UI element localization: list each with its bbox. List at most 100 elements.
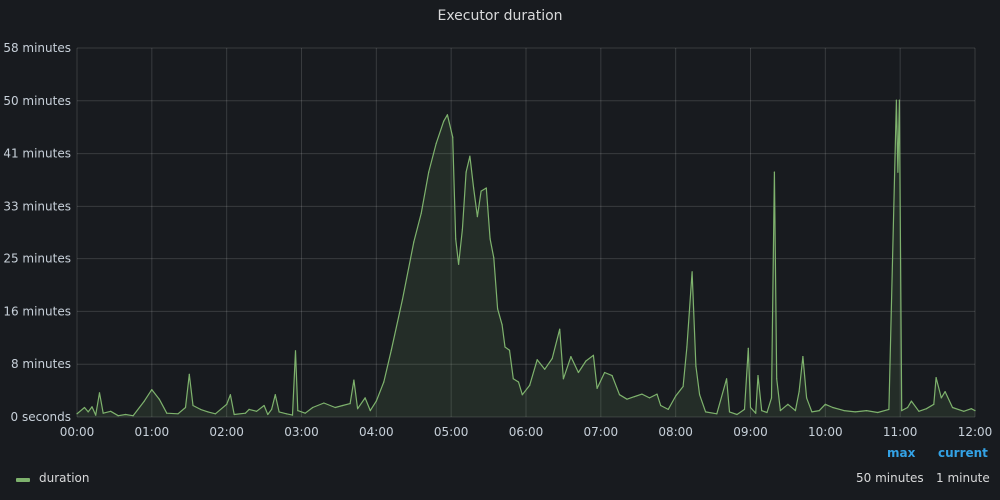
data-point xyxy=(656,393,658,395)
y-tick-label: 33 minutes xyxy=(3,199,71,213)
legend-current-value: 1 minute xyxy=(936,471,990,485)
data-point xyxy=(667,408,669,410)
data-point xyxy=(895,99,898,101)
data-point xyxy=(342,404,344,407)
legend-series-name[interactable]: duration xyxy=(39,471,90,485)
data-point xyxy=(143,400,145,402)
data-point xyxy=(420,212,422,214)
data-point xyxy=(132,415,134,417)
data-point xyxy=(794,410,797,412)
data-point xyxy=(570,356,572,358)
data-point xyxy=(428,171,430,173)
data-point xyxy=(177,413,179,415)
y-axis: 0 seconds 8 minutes 16 minutes 25 minutes 33… xyxy=(3,41,71,424)
data-point xyxy=(888,408,890,410)
legend-header-max[interactable]: max xyxy=(887,446,916,460)
data-point xyxy=(226,403,228,405)
x-tick-label: 07:00 xyxy=(584,425,619,439)
data-point xyxy=(773,171,776,173)
data-point xyxy=(256,410,258,412)
x-tick-label: 11:00 xyxy=(883,425,918,439)
data-point xyxy=(263,404,265,407)
data-point xyxy=(413,241,415,243)
data-point xyxy=(728,411,731,413)
data-point xyxy=(843,410,845,412)
data-point xyxy=(493,257,495,259)
data-point xyxy=(633,396,636,398)
data-point xyxy=(375,400,377,402)
data-point xyxy=(517,381,520,383)
data-point xyxy=(458,263,460,265)
data-point xyxy=(291,414,294,416)
legend-swatch[interactable] xyxy=(16,478,30,482)
data-point xyxy=(898,99,901,101)
data-point xyxy=(480,190,482,192)
data-point xyxy=(705,411,707,413)
data-point xyxy=(695,365,697,367)
data-point xyxy=(349,403,351,405)
data-point xyxy=(648,397,651,399)
data-point xyxy=(618,394,621,396)
data-point xyxy=(504,346,506,348)
y-tick-label: 25 minutes xyxy=(3,252,71,266)
data-point xyxy=(369,410,371,412)
data-point xyxy=(910,400,913,402)
data-point xyxy=(963,410,965,412)
data-point xyxy=(443,120,445,122)
y-tick-label: 50 minutes xyxy=(3,94,71,108)
data-point xyxy=(83,406,86,409)
legend-header-current[interactable]: current xyxy=(938,446,988,460)
data-point xyxy=(297,410,299,412)
data-point xyxy=(901,410,903,412)
x-tick-label: 09:00 xyxy=(733,425,768,439)
data-point xyxy=(125,413,127,416)
data-point xyxy=(682,385,684,388)
chart-area[interactable]: 0 seconds 8 minutes 16 minutes 25 minutes 33… xyxy=(0,0,1000,470)
data-point xyxy=(551,357,553,360)
data-point xyxy=(390,349,392,351)
data-point xyxy=(806,397,808,399)
data-point xyxy=(776,378,778,380)
data-point xyxy=(452,136,454,138)
data-point xyxy=(465,171,467,173)
data-point xyxy=(559,328,561,330)
data-point xyxy=(933,403,935,405)
data-point xyxy=(699,394,701,396)
data-point xyxy=(925,408,928,410)
data-point xyxy=(626,398,628,400)
data-point xyxy=(716,413,718,415)
data-point xyxy=(455,238,457,240)
data-point xyxy=(248,408,250,410)
data-point xyxy=(166,412,168,414)
data-point xyxy=(757,375,759,377)
data-point xyxy=(747,347,749,349)
y-tick-label: 16 minutes xyxy=(3,304,71,318)
x-tick-label: 01:00 xyxy=(135,425,170,439)
legend-max-value: 50 minutes xyxy=(856,471,924,485)
data-point xyxy=(357,408,359,410)
data-point xyxy=(641,393,643,395)
y-tick-label: 0 seconds xyxy=(11,410,72,424)
data-point xyxy=(184,406,187,409)
data-point xyxy=(473,187,475,189)
x-tick-label: 03:00 xyxy=(284,425,319,439)
data-point xyxy=(865,410,868,412)
x-tick-label: 00:00 xyxy=(60,425,95,439)
data-point xyxy=(102,412,104,414)
data-point xyxy=(824,403,826,405)
y-tick-label: 8 minutes xyxy=(11,357,71,371)
data-point xyxy=(435,142,437,144)
data-point xyxy=(691,271,693,273)
data-point xyxy=(611,375,613,377)
data-point xyxy=(476,216,478,218)
data-point xyxy=(770,397,773,399)
data-point xyxy=(736,413,738,416)
data-point xyxy=(749,406,752,409)
panel-title[interactable]: Executor duration xyxy=(437,8,563,24)
data-point xyxy=(91,406,93,408)
data-point xyxy=(907,406,909,409)
data-point xyxy=(151,389,153,391)
data-point xyxy=(536,359,538,361)
data-point xyxy=(285,413,288,415)
